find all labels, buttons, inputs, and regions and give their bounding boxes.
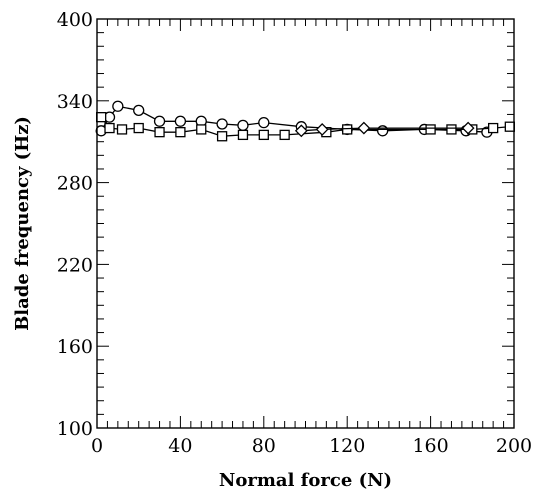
- data-point-circle: [258, 116, 270, 129]
- data-point-square: [133, 122, 144, 134]
- data-point-diamond: [357, 121, 371, 135]
- x-axis-title: Normal force (N): [219, 470, 392, 491]
- data-point-square: [279, 129, 290, 141]
- data-point-circle: [153, 115, 166, 127]
- data-point-circle: [216, 118, 228, 130]
- x-tick-label: 120: [329, 435, 365, 457]
- y-axis-title: Blade frequency (Hz): [12, 116, 33, 331]
- y-tick-label: 160: [57, 336, 93, 358]
- labels-layer: 0 40 80 120 160 200 100 160 220 280 340 400: [57, 9, 532, 457]
- series-diamond: [294, 121, 475, 138]
- data-point-square: [175, 127, 186, 138]
- data-point-square: [237, 129, 249, 141]
- data-point-square: [258, 129, 269, 141]
- y-tick-label: 220: [57, 254, 93, 276]
- y-tick-label: 100: [57, 418, 93, 440]
- data-point-circle: [112, 100, 124, 112]
- x-tick-label: 0: [91, 435, 103, 457]
- data-point-circle: [376, 125, 389, 137]
- data-point-circle: [237, 119, 249, 131]
- data-point-circle: [174, 115, 187, 127]
- x-tick-label: 80: [252, 435, 276, 457]
- series-line-circle: [100, 105, 487, 133]
- x-tick-label: 40: [168, 435, 192, 457]
- data-point-square: [446, 124, 457, 135]
- plot-frame: [96, 18, 515, 429]
- series-line-diamond: [301, 127, 469, 132]
- data-point-square: [96, 112, 107, 123]
- data-point-square: [425, 124, 436, 135]
- data-point-square: [216, 131, 228, 142]
- data-point-diamond: [315, 123, 329, 136]
- data-point-square: [504, 121, 515, 132]
- y-tick-label: 400: [57, 9, 93, 31]
- ticks-layer: [96, 18, 515, 429]
- data-point-diamond: [294, 124, 308, 138]
- x-tick-label: 160: [412, 435, 448, 457]
- y-tick-label: 280: [57, 173, 93, 195]
- data-point-square: [196, 124, 207, 135]
- data-point-square: [342, 124, 353, 135]
- data-point-diamond: [461, 121, 475, 135]
- series-layer: [95, 100, 515, 142]
- data-point-square: [154, 127, 165, 138]
- data-point-circle: [133, 104, 145, 116]
- data-point-square: [104, 122, 115, 134]
- data-point-square: [116, 124, 128, 135]
- y-tick-label: 340: [57, 91, 93, 113]
- x-tick-label: 200: [496, 435, 532, 457]
- data-point-square: [487, 122, 499, 134]
